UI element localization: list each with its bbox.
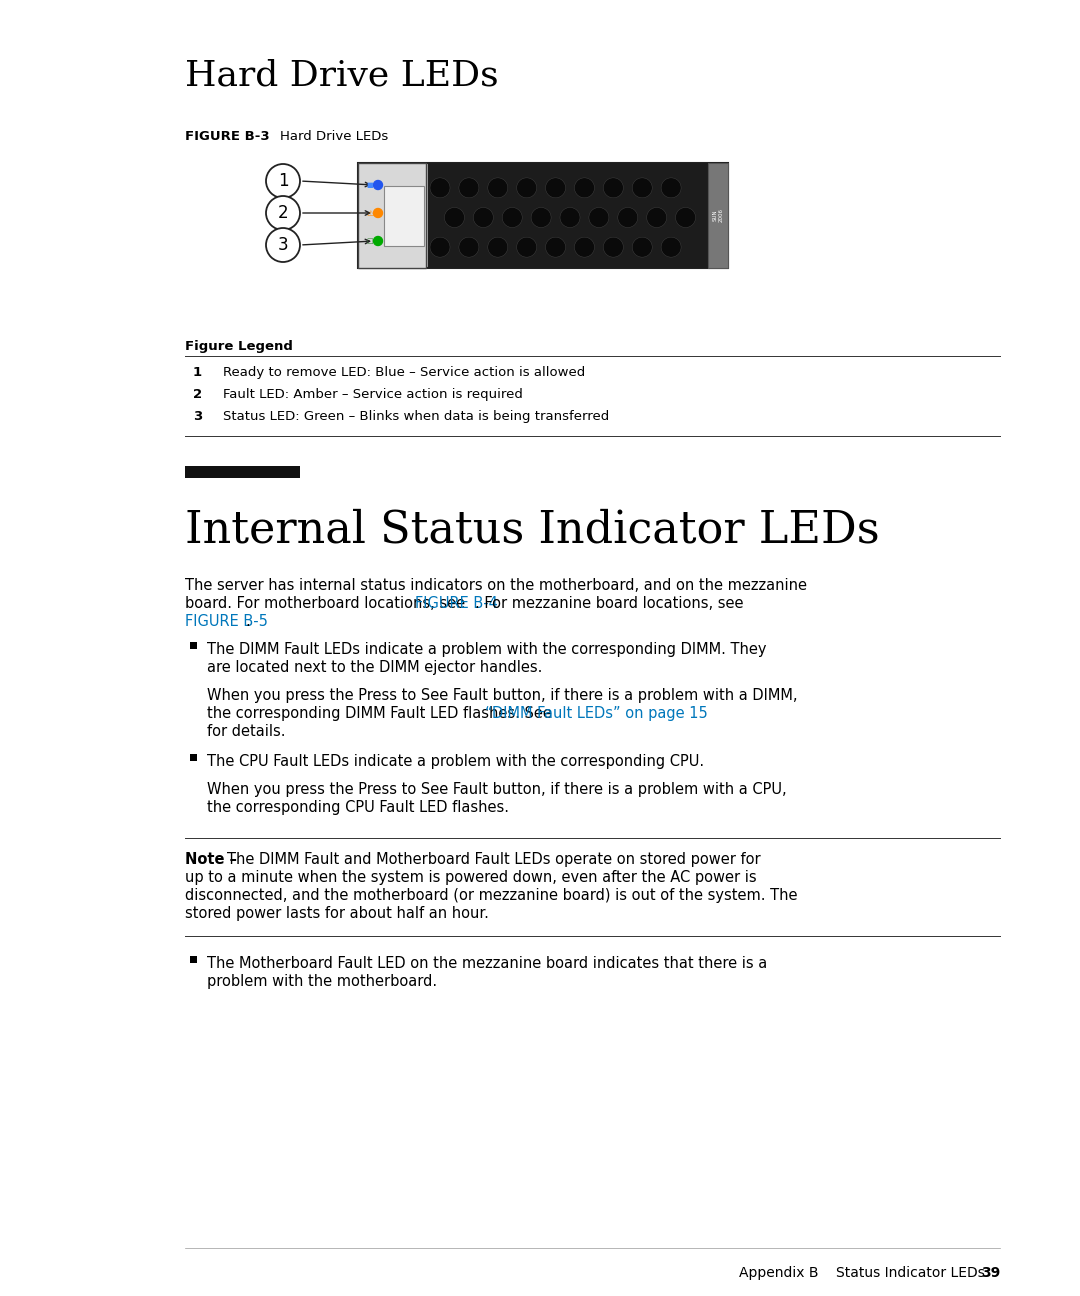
Bar: [185, 467, 300, 478]
Bar: [708, 163, 728, 268]
Circle shape: [575, 237, 594, 257]
Bar: [428, 163, 708, 268]
Circle shape: [502, 207, 523, 228]
Text: up to a minute when the system is powered down, even after the AC power is: up to a minute when the system is powere…: [185, 870, 757, 885]
Circle shape: [545, 237, 566, 257]
Text: The Motherboard Fault LED on the mezzanine board indicates that there is a: The Motherboard Fault LED on the mezzani…: [207, 956, 767, 971]
Text: Hard Drive LEDs: Hard Drive LEDs: [185, 58, 499, 92]
Text: 2: 2: [193, 388, 202, 400]
Text: .: .: [245, 614, 251, 629]
Circle shape: [632, 237, 652, 257]
Circle shape: [488, 178, 508, 198]
Circle shape: [647, 207, 666, 228]
Text: When you press the Press to See Fault button, if there is a problem with a DIMM,: When you press the Press to See Fault bu…: [207, 688, 797, 702]
Text: Ready to remove LED: Blue – Service action is allowed: Ready to remove LED: Blue – Service acti…: [222, 365, 585, 378]
Bar: [190, 956, 197, 963]
Circle shape: [374, 209, 382, 218]
Text: Hard Drive LEDs: Hard Drive LEDs: [264, 130, 388, 143]
Circle shape: [604, 178, 623, 198]
Circle shape: [374, 236, 382, 245]
Text: □: □: [367, 238, 374, 244]
Circle shape: [531, 207, 551, 228]
Bar: [384, 185, 424, 245]
Text: Figure Legend: Figure Legend: [185, 340, 293, 353]
Circle shape: [632, 178, 652, 198]
Circle shape: [374, 180, 382, 189]
Text: Fault LED: Amber – Service action is required: Fault LED: Amber – Service action is req…: [222, 388, 523, 400]
Text: problem with the motherboard.: problem with the motherboard.: [207, 975, 437, 989]
Circle shape: [488, 237, 508, 257]
Circle shape: [445, 207, 464, 228]
Text: The server has internal status indicators on the motherboard, and on the mezzani: The server has internal status indicator…: [185, 578, 807, 594]
Circle shape: [575, 178, 594, 198]
Text: . For mezzanine board locations, see: . For mezzanine board locations, see: [475, 596, 744, 610]
Text: FIGURE B-4: FIGURE B-4: [415, 596, 498, 610]
Text: The DIMM Fault LEDs indicate a problem with the corresponding DIMM. They: The DIMM Fault LEDs indicate a problem w…: [207, 642, 767, 657]
Circle shape: [545, 178, 566, 198]
Circle shape: [661, 237, 681, 257]
Circle shape: [661, 178, 681, 198]
Circle shape: [604, 237, 623, 257]
Bar: [190, 754, 197, 761]
Bar: [357, 163, 728, 268]
Text: board. For motherboard locations, see: board. For motherboard locations, see: [185, 596, 470, 610]
Text: ⚠: ⚠: [366, 209, 374, 218]
Circle shape: [266, 196, 300, 229]
Text: 3: 3: [193, 410, 202, 422]
Bar: [190, 642, 197, 649]
Text: FIGURE B-5: FIGURE B-5: [185, 614, 268, 629]
Text: Internal Status Indicator LEDs: Internal Status Indicator LEDs: [185, 508, 879, 551]
Text: stored power lasts for about half an hour.: stored power lasts for about half an hou…: [185, 906, 489, 921]
Text: The CPU Fault LEDs indicate a problem with the corresponding CPU.: The CPU Fault LEDs indicate a problem wi…: [207, 754, 704, 769]
Text: the corresponding DIMM Fault LED flashes. See: the corresponding DIMM Fault LED flashes…: [207, 706, 556, 721]
Bar: [357, 163, 426, 268]
Text: Status LED: Green – Blinks when data is being transferred: Status LED: Green – Blinks when data is …: [222, 410, 609, 422]
Text: Appendix B    Status Indicator LEDs: Appendix B Status Indicator LEDs: [739, 1266, 985, 1280]
Circle shape: [266, 165, 300, 198]
Text: Note –: Note –: [185, 851, 242, 867]
Circle shape: [430, 178, 450, 198]
Circle shape: [516, 237, 537, 257]
Text: “DIMM Fault LEDs” on page 15: “DIMM Fault LEDs” on page 15: [485, 706, 708, 721]
Text: 39: 39: [981, 1266, 1000, 1280]
Circle shape: [459, 237, 478, 257]
Text: SUN
2006: SUN 2006: [713, 209, 724, 223]
Circle shape: [473, 207, 494, 228]
Text: the corresponding CPU Fault LED flashes.: the corresponding CPU Fault LED flashes.: [207, 800, 509, 815]
Text: ■: ■: [367, 181, 374, 188]
Text: 1: 1: [278, 172, 288, 191]
Circle shape: [561, 207, 580, 228]
Text: are located next to the DIMM ejector handles.: are located next to the DIMM ejector han…: [207, 660, 542, 675]
Text: 3: 3: [278, 236, 288, 254]
Text: When you press the Press to See Fault button, if there is a problem with a CPU,: When you press the Press to See Fault bu…: [207, 781, 786, 797]
Circle shape: [589, 207, 609, 228]
Text: 2: 2: [278, 203, 288, 222]
Text: The DIMM Fault and Motherboard Fault LEDs operate on stored power for: The DIMM Fault and Motherboard Fault LED…: [228, 851, 761, 867]
Circle shape: [430, 237, 450, 257]
Circle shape: [459, 178, 478, 198]
Circle shape: [266, 228, 300, 262]
Circle shape: [676, 207, 696, 228]
Circle shape: [618, 207, 638, 228]
Text: FIGURE B-3: FIGURE B-3: [185, 130, 270, 143]
Circle shape: [516, 178, 537, 198]
Text: disconnected, and the motherboard (or mezzanine board) is out of the system. The: disconnected, and the motherboard (or me…: [185, 888, 797, 903]
Text: for details.: for details.: [207, 724, 285, 739]
Text: 1: 1: [193, 365, 202, 378]
